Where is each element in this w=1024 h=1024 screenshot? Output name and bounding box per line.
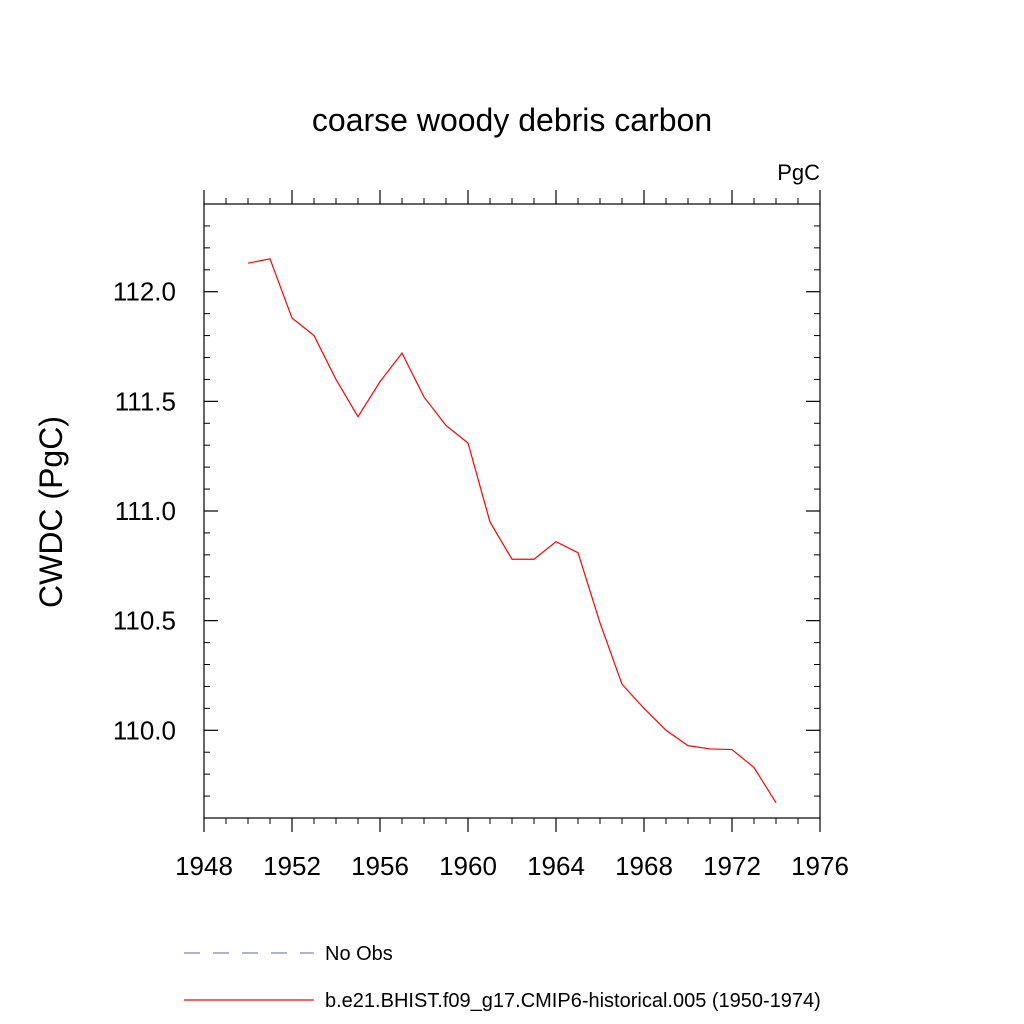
legend-label: No Obs	[325, 943, 393, 965]
x-tick-label: 1964	[527, 851, 585, 881]
y-tick-label: 112.0	[113, 277, 176, 307]
y-tick-label: 110.5	[113, 606, 176, 636]
y-tick-label: 111.5	[115, 386, 176, 416]
axes	[203, 203, 821, 819]
series-line	[247, 258, 777, 803]
x-tick-label: 1968	[615, 851, 673, 881]
x-tick-label: 1948	[175, 851, 233, 881]
x-tick-label: 1956	[351, 851, 409, 881]
x-tick-label: 1976	[791, 851, 849, 881]
plot-frame	[203, 203, 821, 819]
chart-title: coarse woody debris carbon	[312, 102, 712, 138]
y-axis-label: CWDC (PgC)	[33, 416, 69, 608]
data-series	[247, 258, 777, 803]
units-label: PgC	[777, 160, 820, 185]
y-tick-label: 111.0	[115, 496, 176, 526]
legend-label: b.e21.BHIST.f09_g17.CMIP6-historical.005…	[325, 990, 821, 1012]
x-tick-label: 1952	[263, 851, 321, 881]
x-tick-label: 1972	[703, 851, 761, 881]
legend: No Obs b.e21.BHIST.f09_g17.CMIP6-historic…	[184, 943, 821, 1012]
ticks: 1948 1952 1956 1960 1964 1968 1972 1976 110.0 110…	[113, 190, 849, 881]
y-tick-label: 110.0	[113, 715, 176, 745]
x-tick-label: 1960	[439, 851, 497, 881]
